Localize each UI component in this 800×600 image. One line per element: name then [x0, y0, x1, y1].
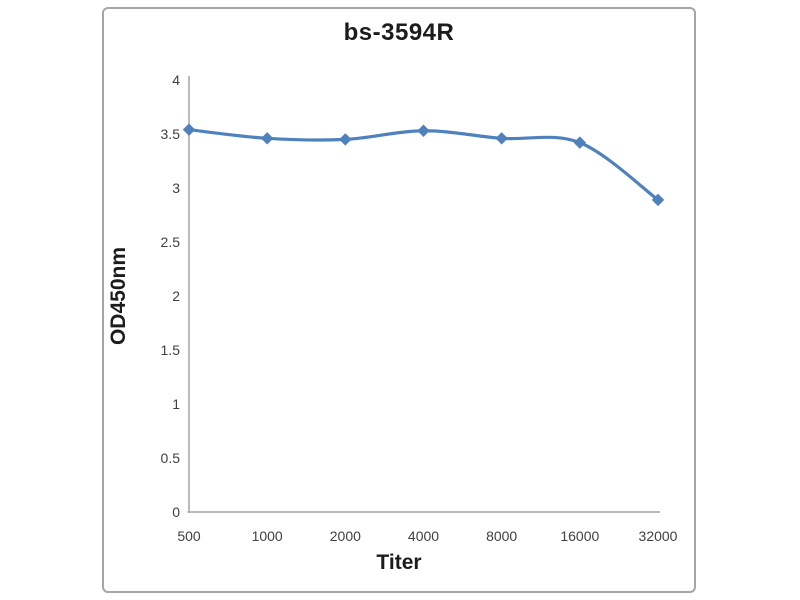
x-tick-label: 500 — [177, 528, 201, 544]
y-tick-label: 4 — [172, 72, 180, 88]
y-tick-label: 2.5 — [161, 234, 181, 250]
x-axis-title: Titer — [376, 551, 422, 574]
chart-title: bs-3594R — [343, 19, 455, 46]
y-tick-label: 0.5 — [161, 450, 181, 466]
data-point-marker — [417, 124, 430, 137]
x-tick-label: 16000 — [560, 528, 599, 544]
data-point-marker — [651, 193, 665, 207]
y-tick-label: 2 — [172, 288, 180, 304]
data-point-marker — [339, 133, 352, 146]
data-point-marker — [573, 136, 587, 149]
x-tick-label: 2000 — [330, 528, 361, 544]
x-tick-label: 8000 — [486, 528, 517, 544]
chart-frame — [102, 7, 696, 593]
y-tick-label: 3.5 — [161, 126, 181, 142]
data-point-marker — [260, 132, 274, 145]
series-line — [187, 128, 660, 202]
y-tick-label: 1.5 — [161, 342, 181, 358]
y-tick-label: 0 — [172, 504, 180, 520]
y-tick-label: 1 — [172, 396, 180, 412]
data-point-marker — [182, 123, 196, 136]
x-tick-label: 32000 — [639, 528, 678, 544]
x-tick-label: 1000 — [252, 528, 283, 544]
data-point-marker — [495, 132, 508, 145]
x-tick-label: 4000 — [408, 528, 439, 544]
y-tick-label: 3 — [172, 180, 180, 196]
